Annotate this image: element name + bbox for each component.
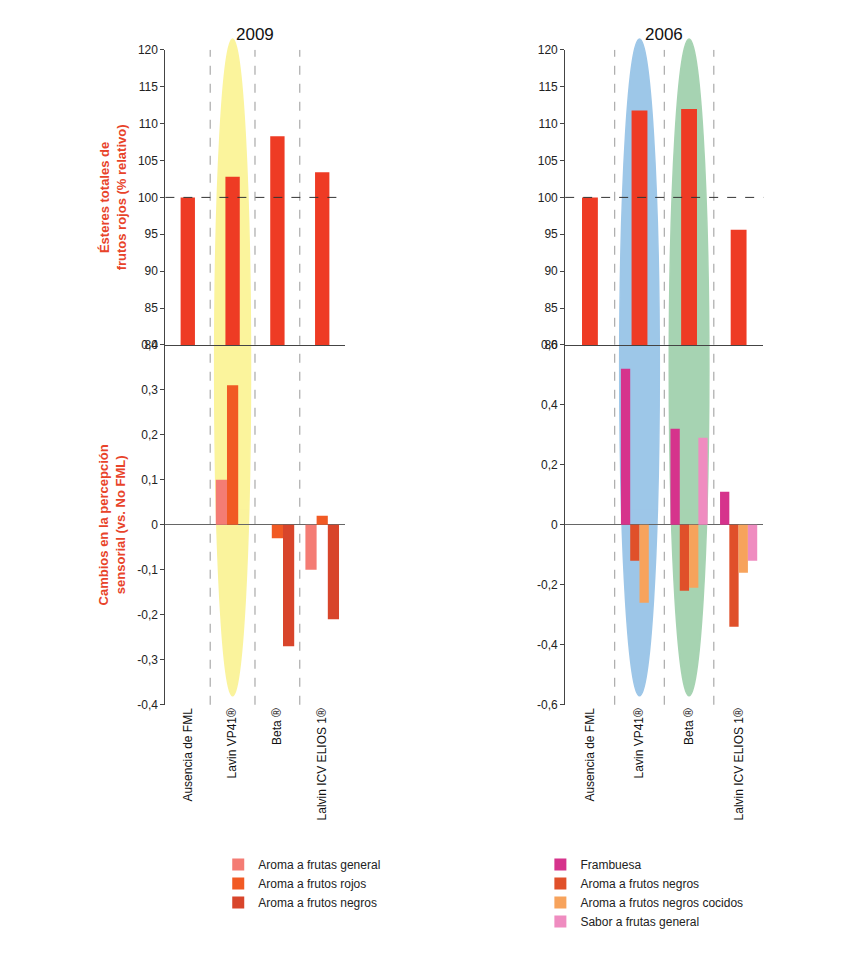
- svg-text:Beta ®: Beta ®: [270, 708, 284, 745]
- svg-text:115: 115: [539, 80, 558, 94]
- svg-text:Aroma a frutos rojos: Aroma a frutos rojos: [258, 877, 366, 891]
- svg-text:100: 100: [138, 191, 158, 205]
- svg-text:-0,3: -0,3: [137, 653, 158, 667]
- svg-text:0: 0: [551, 518, 558, 532]
- svg-text:Frambuesa: Frambuesa: [580, 858, 641, 872]
- svg-text:-0,6: -0,6: [537, 698, 558, 712]
- svg-text:-0,1: -0,1: [137, 563, 158, 577]
- svg-text:Aroma a frutos negros cocidos: Aroma a frutos negros cocidos: [580, 896, 743, 910]
- svg-text:80: 80: [145, 338, 159, 352]
- svg-text:110: 110: [139, 117, 158, 131]
- svg-text:85: 85: [145, 301, 159, 315]
- svg-text:0: 0: [151, 518, 158, 532]
- svg-text:Aroma a frutos negros: Aroma a frutos negros: [580, 877, 699, 891]
- svg-text:Sabor a frutas general: Sabor a frutas general: [580, 915, 699, 929]
- svg-text:2009: 2009: [236, 25, 274, 44]
- svg-text:100: 100: [538, 191, 558, 205]
- svg-text:80: 80: [544, 338, 558, 352]
- svg-text:-0,4: -0,4: [537, 638, 558, 652]
- svg-text:Ésteres totales defrutos rojos: Ésteres totales defrutos rojos (% relati…: [97, 124, 129, 270]
- svg-text:Ausencia de FML: Ausencia de FML: [583, 708, 597, 802]
- svg-text:Lalvin ICV ELIOS 1®: Lalvin ICV ELIOS 1®: [732, 708, 746, 820]
- svg-text:Beta ®: Beta ®: [682, 708, 696, 745]
- svg-text:2006: 2006: [645, 25, 683, 44]
- svg-text:0,2: 0,2: [541, 458, 558, 472]
- svg-text:0,3: 0,3: [141, 383, 158, 397]
- svg-text:-0,2: -0,2: [537, 578, 558, 592]
- svg-text:90: 90: [145, 264, 159, 278]
- svg-text:Cambios en la percepciónsensor: Cambios en la percepciónsensorial (vs. N…: [96, 444, 128, 605]
- svg-text:-0,4: -0,4: [137, 698, 158, 712]
- svg-text:120: 120: [538, 43, 558, 57]
- svg-text:95: 95: [145, 227, 159, 241]
- svg-text:0,4: 0,4: [141, 338, 158, 352]
- svg-text:Aroma a frutas general: Aroma a frutas general: [258, 858, 380, 872]
- svg-text:0,2: 0,2: [141, 428, 158, 442]
- svg-text:Ausencia de FML: Ausencia de FML: [181, 708, 195, 802]
- svg-text:0,6: 0,6: [541, 338, 558, 352]
- svg-text:90: 90: [544, 264, 558, 278]
- svg-text:85: 85: [544, 301, 558, 315]
- svg-text:105: 105: [538, 154, 558, 168]
- svg-text:Lalvin ICV ELIOS 1®: Lalvin ICV ELIOS 1®: [315, 708, 329, 820]
- svg-text:0,4: 0,4: [541, 398, 558, 412]
- svg-text:0,1: 0,1: [141, 473, 158, 487]
- svg-text:Lavin VP41®: Lavin VP41®: [632, 708, 646, 778]
- svg-text:Lavin VP41®: Lavin VP41®: [225, 708, 239, 778]
- svg-text:105: 105: [138, 154, 158, 168]
- svg-text:95: 95: [544, 227, 558, 241]
- svg-text:Aroma a frutos negros: Aroma a frutos negros: [258, 896, 377, 910]
- svg-text:-0,2: -0,2: [137, 608, 158, 622]
- svg-text:110: 110: [539, 117, 558, 131]
- svg-text:120: 120: [138, 43, 158, 57]
- svg-text:115: 115: [139, 80, 158, 94]
